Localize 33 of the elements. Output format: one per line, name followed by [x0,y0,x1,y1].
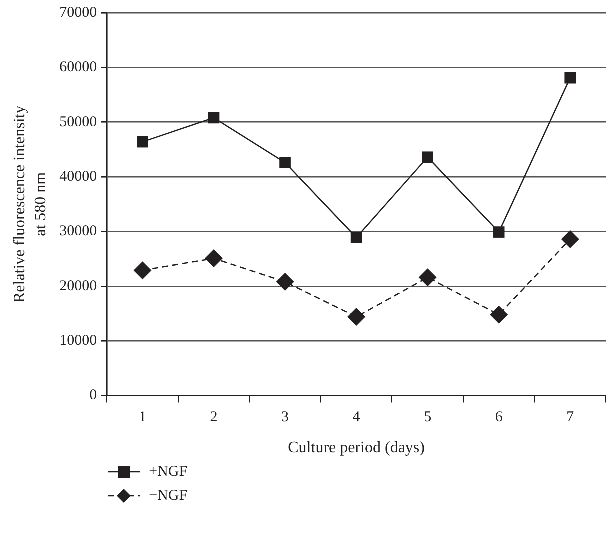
y-tick-label: 70000 [60,4,98,21]
y-tick-label: 0 [90,388,98,404]
point [418,268,437,287]
point [422,152,434,164]
y-tick-label: 30000 [60,224,98,240]
x-tick-label: 1 [138,410,146,426]
y-tick-label: 10000 [60,333,98,350]
x-tick-label: 2 [210,410,218,426]
legend-label: −NGF [149,488,188,504]
y-tick-label: 50000 [60,114,98,130]
point [348,308,366,326]
x-tick-label: 4 [352,410,361,426]
y-tick-label: 20000 [60,278,98,294]
y-tick-label: 60000 [60,60,98,76]
point [490,306,508,324]
point [280,157,291,168]
x-tick-label: 6 [495,410,504,426]
point [137,136,148,148]
point [350,232,362,244]
x-axis-title: Culture period (days) [288,440,425,457]
x-tick-label: 5 [424,410,432,426]
legend-label: +NGF [149,464,188,480]
point [208,112,220,124]
y-axis-title: Relative fluorescence intensity at 580 nm [12,106,50,304]
point [493,226,505,238]
point [561,230,580,248]
y-tick-label: 40000 [60,168,98,185]
point [134,262,152,280]
point [276,273,294,292]
x-tick-label: 3 [282,410,290,426]
point [564,72,576,84]
point [205,250,224,268]
x-tick-label: 7 [566,410,575,426]
